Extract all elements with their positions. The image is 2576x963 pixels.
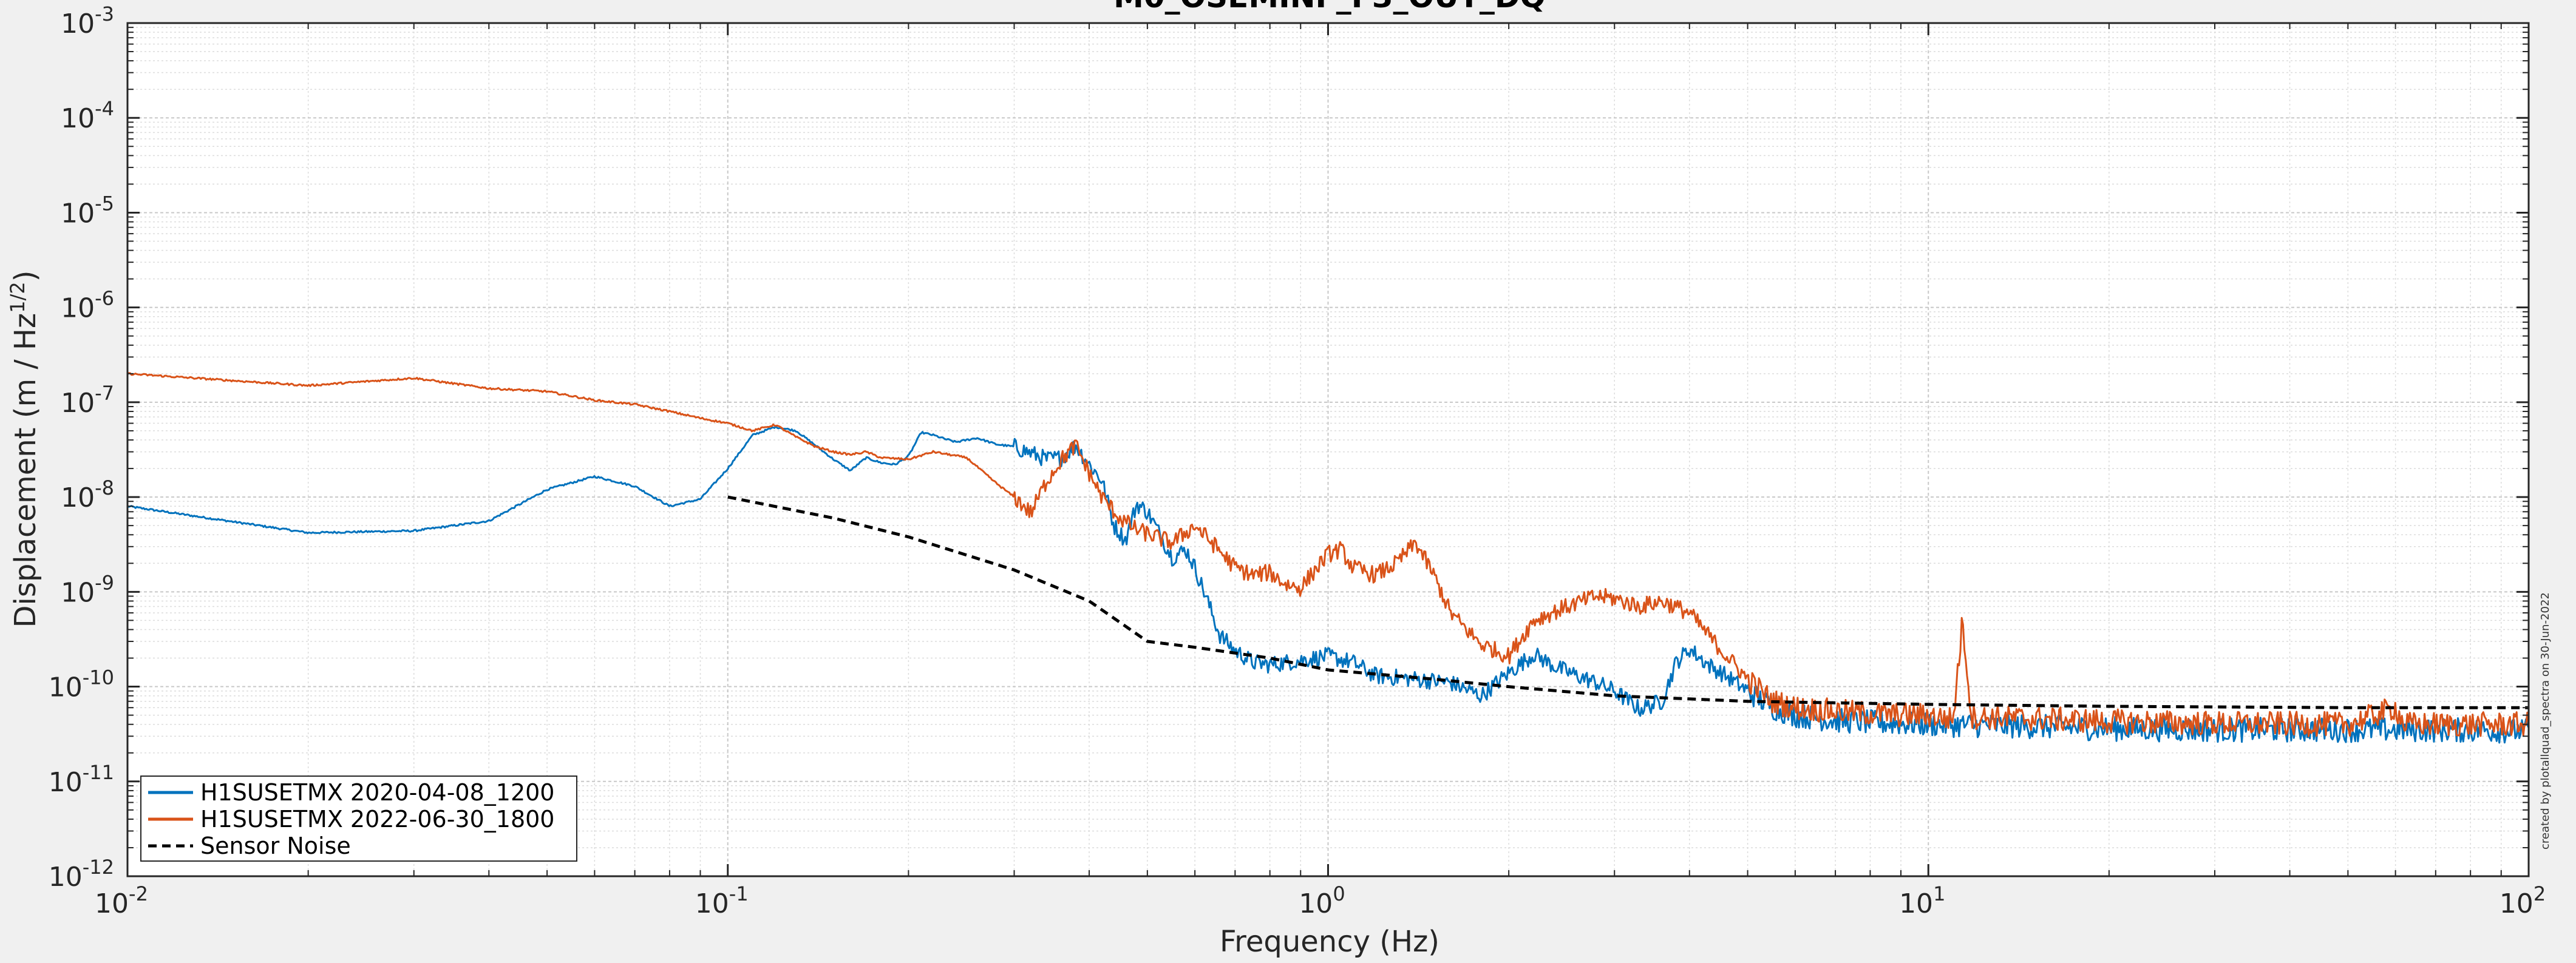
y-tick-labels: 10-12 10-11 10-10 10-9 10-8 10-7 10-6 10-5 10-4 1… xyxy=(49,2,114,893)
series-layer xyxy=(127,372,2530,744)
y-tick-label: 10-4 xyxy=(61,97,114,134)
y-tick-label: 10-12 xyxy=(49,856,114,893)
axis-ticks xyxy=(126,22,2530,877)
legend: H1SUSETMX 2020-04-08_1200 H1SUSETMX 2022… xyxy=(140,775,577,862)
y-tick-label: 10-10 xyxy=(49,666,114,703)
y-tick-label: 10-9 xyxy=(61,571,114,608)
chart-title: M0_OSEMINF_F3_OUT_DQ xyxy=(1113,0,1546,15)
y-tick-label: 10-7 xyxy=(61,382,114,419)
legend-box xyxy=(140,775,577,862)
credit-text: created by plotallquad_spectra on 30-Jun… xyxy=(2539,592,2552,850)
x-axis-label: Frequency (Hz) xyxy=(1220,925,1439,959)
y-axis-label-close: ) xyxy=(8,271,42,282)
y-tick-label: 10-5 xyxy=(61,192,114,229)
y-tick-label: 10-6 xyxy=(61,287,114,324)
y-axis-label-main: Displacement (m / Hz xyxy=(8,313,42,628)
y-axis-label: Displacement (m / Hz1/2) xyxy=(6,271,42,628)
x-tick-label: 100 xyxy=(1299,882,1345,919)
legend-label-series-1: H1SUSETMX 2020-04-08_1200 xyxy=(200,779,554,806)
x-tick-labels: 10-2 10-1 100 101 102 xyxy=(95,882,2546,919)
series-line-3 xyxy=(727,495,2529,709)
y-tick-label: 10-3 xyxy=(61,2,114,39)
x-tick-label: 102 xyxy=(2500,882,2546,919)
x-tick-label: 10-2 xyxy=(95,882,148,919)
legend-label-sensor-noise: Sensor Noise xyxy=(200,833,351,859)
y-tick-label: 10-11 xyxy=(49,761,114,798)
y-axis-label-exponent: 1/2 xyxy=(6,282,29,313)
legend-label-series-2: H1SUSETMX 2022-06-30_1800 xyxy=(200,806,554,833)
y-tick-label: 10-8 xyxy=(61,476,114,513)
series-line-1 xyxy=(127,425,2530,744)
x-tick-label: 101 xyxy=(1899,882,1945,919)
x-tick-label: 10-1 xyxy=(695,882,749,919)
series-line-2 xyxy=(127,372,2530,737)
